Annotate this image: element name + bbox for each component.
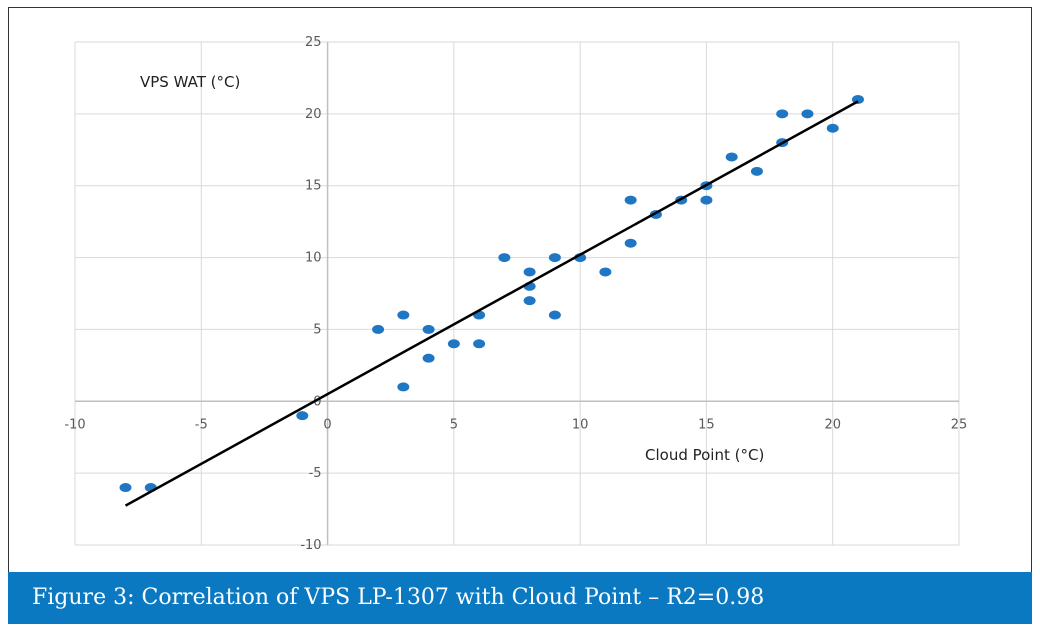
data-point [447, 339, 460, 349]
data-point [826, 123, 839, 133]
data-point [624, 238, 637, 248]
data-point [801, 109, 814, 119]
figure-frame [8, 7, 1032, 573]
data-point [776, 109, 789, 119]
data-point [548, 310, 561, 320]
x-tick-label: 10 [572, 417, 589, 432]
data-points [119, 94, 864, 493]
x-tick-label: 5 [450, 417, 458, 432]
y-tick-label: 0 [313, 394, 321, 409]
x-tick-label: -10 [64, 417, 85, 432]
data-point [599, 267, 612, 277]
y-tick-label: -10 [300, 538, 321, 553]
y-tick-label: 25 [305, 35, 322, 50]
data-point [624, 195, 637, 205]
data-point [750, 166, 763, 176]
data-point [523, 267, 536, 277]
y-tick-label: 10 [305, 251, 322, 266]
y-tick-label: 15 [305, 179, 322, 194]
x-tick-label: 15 [698, 417, 715, 432]
y-tick-label: 5 [313, 322, 321, 337]
data-point [372, 324, 385, 334]
data-point [119, 483, 132, 493]
scatter-chart: -10 -5 0 5 10 15 20 25 -10 -5 0 5 10 15 20 25 VPS WAT (… [64, 35, 967, 553]
data-point [422, 324, 435, 334]
x-tick-label: -5 [195, 417, 208, 432]
data-point [725, 152, 738, 162]
figure-caption: Figure 3: Correlation of VPS LP-1307 wit… [8, 572, 1032, 624]
x-tick-label: 20 [824, 417, 841, 432]
data-point [473, 339, 486, 349]
y-axis-label: VPS WAT (°C) [140, 73, 240, 91]
x-tick-label: 25 [951, 417, 968, 432]
data-point [523, 296, 536, 306]
data-point [498, 253, 511, 263]
data-point [397, 382, 410, 392]
axes [75, 42, 959, 545]
data-point [422, 353, 435, 363]
tick-labels: -10 -5 0 5 10 15 20 25 -10 -5 0 5 10 15 20 25 [64, 35, 967, 553]
data-point [296, 411, 309, 421]
y-tick-label: 20 [305, 107, 322, 122]
x-axis-label: Cloud Point (°C) [645, 446, 764, 464]
x-tick-label: 0 [323, 417, 331, 432]
data-point [700, 195, 713, 205]
data-point [548, 253, 561, 263]
data-point [397, 310, 410, 320]
trendline [124, 100, 859, 507]
y-tick-label: -5 [309, 466, 322, 481]
